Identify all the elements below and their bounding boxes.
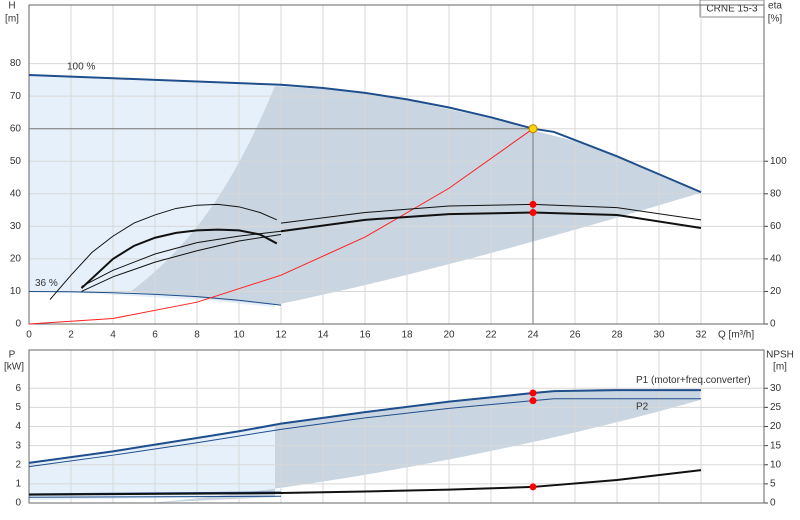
y2-unit: [%] — [768, 14, 783, 25]
y2-tick-label: 15 — [770, 440, 782, 451]
x-tick-label: 0 — [26, 330, 32, 341]
curve — [280, 211, 702, 233]
point-marker — [529, 483, 537, 491]
y-tick-label: 0 — [15, 319, 21, 330]
curve — [28, 128, 534, 325]
curve — [28, 398, 701, 468]
curve-label: P2 — [636, 401, 649, 412]
y2-tick-label: 80 — [770, 188, 782, 199]
x-label: Q [m³/h] — [718, 330, 754, 341]
curve-label: 36 % — [35, 278, 58, 289]
y2-tick-label: 40 — [770, 254, 782, 265]
curve — [28, 495, 282, 498]
x-tick-label: 6 — [152, 330, 158, 341]
curve — [81, 230, 282, 288]
y-tick-label: 2 — [15, 459, 21, 470]
y2-tick-label: 60 — [770, 221, 782, 232]
plot-frame — [28, 4, 765, 325]
y2-label: eta — [768, 1, 782, 12]
y2-tick-label: 0 — [770, 498, 776, 509]
y-tick-label: 10 — [10, 286, 22, 297]
y2-tick-label: 25 — [770, 402, 782, 413]
point-marker — [529, 397, 537, 405]
plot-frame — [28, 349, 765, 504]
x-tick-label: 28 — [611, 330, 623, 341]
curve-label: 100 % — [67, 62, 95, 73]
curve — [80, 228, 278, 289]
y-tick-label: 0 — [15, 498, 21, 509]
x-tick-label: 32 — [695, 330, 707, 341]
y-label: P — [9, 350, 16, 361]
y2-tick-label: 10 — [770, 459, 782, 470]
x-tick-label: 16 — [359, 330, 371, 341]
y-tick-label: 80 — [10, 58, 22, 69]
curve — [49, 203, 277, 300]
x-tick-label: 26 — [569, 330, 581, 341]
x-tick-label: 22 — [485, 330, 497, 341]
curve — [81, 233, 282, 292]
y-label: H — [8, 1, 15, 12]
y-tick-label: 60 — [10, 123, 22, 134]
y-tick-label: 70 — [10, 91, 22, 102]
x-tick-label: 18 — [401, 330, 413, 341]
x-tick-label: 14 — [317, 330, 329, 341]
dark-envelope — [130, 86, 700, 305]
x-tick-label: 30 — [653, 330, 665, 341]
curve — [28, 290, 282, 306]
operating-point — [528, 124, 538, 134]
y-tick-label: 30 — [10, 221, 22, 232]
y2-tick-label: 100 — [770, 156, 787, 167]
chart-title: CRNE 15-3 — [706, 4, 758, 15]
x-tick-label: 2 — [68, 330, 74, 341]
point-marker — [529, 200, 537, 208]
light-envelope-p — [29, 425, 275, 500]
x-tick-label: 8 — [194, 330, 200, 341]
y-unit: [kW] — [4, 362, 24, 373]
x-tick-label: 10 — [233, 330, 245, 341]
y2-tick-label: 30 — [770, 383, 782, 394]
x-tick-label: 12 — [275, 330, 287, 341]
curve — [28, 73, 702, 194]
x-tick-label: 24 — [527, 330, 539, 341]
y-tick-label: 5 — [15, 402, 21, 413]
y-unit: [m] — [5, 14, 19, 25]
y2-tick-label: 0 — [770, 319, 776, 330]
point-marker — [529, 209, 537, 217]
y-tick-label: 20 — [10, 254, 22, 265]
curve — [28, 389, 701, 464]
y-tick-label: 3 — [15, 440, 21, 451]
curve-label: P1 (motor+freq.converter) — [636, 375, 751, 386]
y2-tick-label: 20 — [770, 286, 782, 297]
curve — [280, 203, 702, 224]
y2-unit: [m] — [773, 362, 787, 373]
x-tick-label: 20 — [443, 330, 455, 341]
y-tick-label: 50 — [10, 156, 22, 167]
y2-tick-label: 5 — [770, 479, 776, 490]
y-tick-label: 1 — [15, 479, 21, 490]
y2-tick-label: 20 — [770, 421, 782, 432]
y-tick-label: 4 — [15, 421, 21, 432]
x-tick-label: 4 — [110, 330, 116, 341]
y-tick-label: 6 — [15, 383, 21, 394]
y2-label: NPSH — [766, 350, 794, 361]
y-tick-label: 40 — [10, 188, 22, 199]
point-marker — [529, 389, 537, 397]
curve — [28, 469, 702, 496]
